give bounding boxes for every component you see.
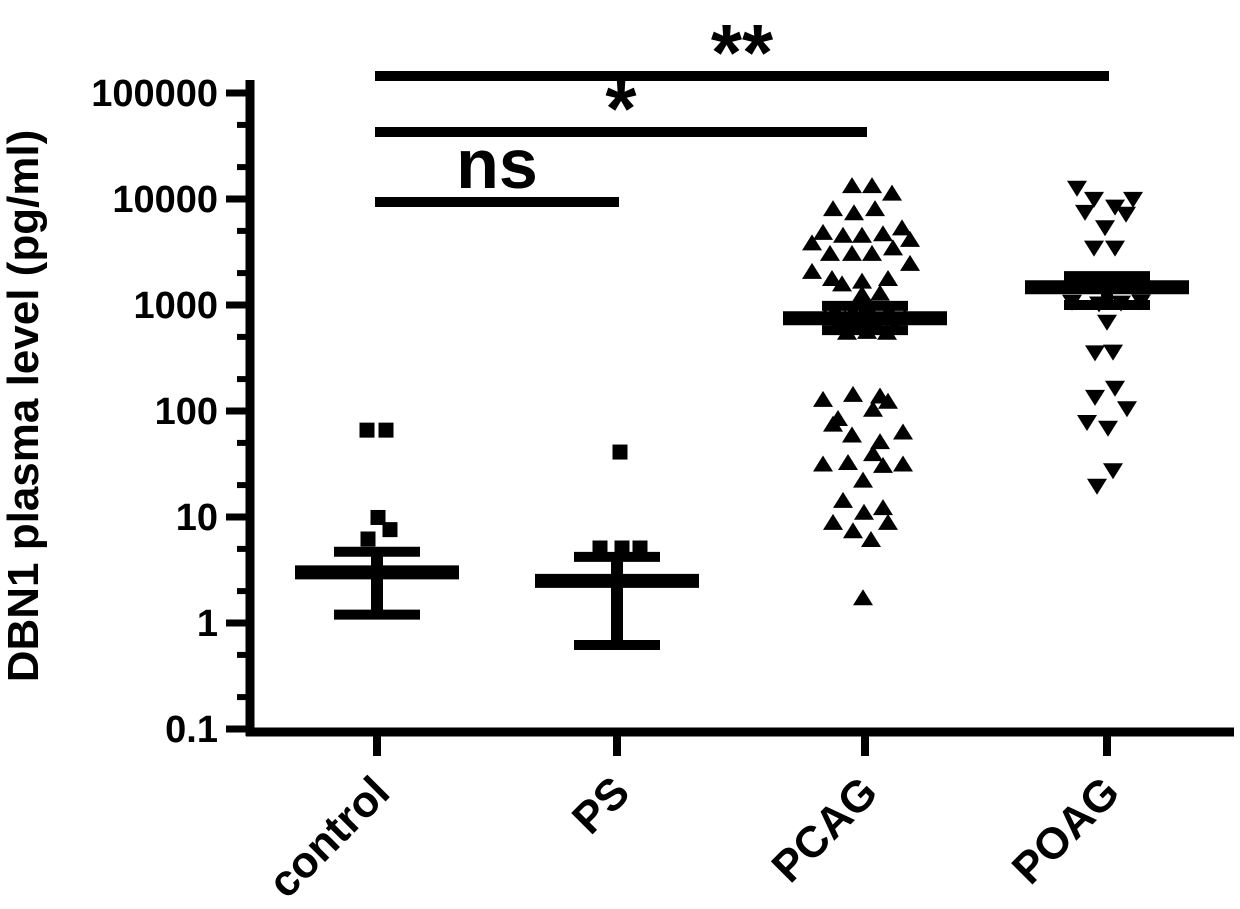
data-point-square	[378, 422, 394, 438]
data-point-triangle-up	[852, 285, 872, 302]
data-point-triangle-up	[852, 272, 872, 289]
data-point-square	[612, 444, 628, 460]
data-point-triangle-down	[1117, 401, 1137, 418]
data-point-triangle-down	[1116, 206, 1136, 223]
data-point-square	[359, 422, 375, 438]
data-point-triangle-down	[1123, 191, 1143, 208]
data-point-triangle-down	[1095, 220, 1115, 237]
data-point-triangle-up	[833, 226, 853, 243]
data-point-triangle-up	[878, 513, 898, 530]
y-tick-label: 100000	[91, 73, 218, 115]
data-point-triangle-up	[842, 426, 862, 443]
y-tick-label: 0.1	[165, 709, 218, 751]
y-tick-label: 10	[176, 497, 218, 539]
y-tick-label: 1	[197, 603, 218, 645]
data-point-triangle-down	[1085, 389, 1105, 406]
data-point-triangle-down	[1105, 199, 1125, 216]
data-point-triangle-down	[1098, 420, 1118, 437]
data-point-triangle-down	[1105, 380, 1125, 397]
data-point-triangle-up	[843, 385, 863, 402]
data-point-triangle-up	[838, 454, 858, 471]
data-point-square	[614, 540, 630, 556]
x-group-label: control	[259, 767, 399, 907]
data-point-triangle-down	[1075, 204, 1095, 221]
data-point-triangle-up	[823, 513, 843, 530]
data-point-triangle-up	[883, 239, 903, 256]
data-point-square	[360, 531, 376, 547]
data-point-triangle-up	[878, 392, 898, 409]
data-point-triangle-up	[802, 234, 822, 251]
data-point-triangle-up	[823, 415, 843, 432]
data-point-triangle-up	[865, 200, 885, 217]
data-point-triangle-up	[873, 456, 893, 473]
data-point-square	[370, 509, 386, 525]
data-point-triangle-down	[1084, 240, 1104, 257]
data-point-triangle-up	[832, 275, 852, 292]
data-point-triangle-up	[843, 522, 863, 539]
data-point-triangle-up	[873, 225, 893, 242]
x-group-label: PS	[563, 767, 639, 843]
y-tick-label: 10000	[112, 179, 218, 221]
data-point-triangle-up	[813, 455, 833, 472]
significance-label: ns	[456, 125, 538, 203]
data-point-triangle-up	[900, 254, 920, 271]
data-point-triangle-up	[870, 433, 890, 450]
data-point-square	[592, 540, 608, 556]
data-point-triangle-up	[844, 204, 864, 221]
x-group-label: POAG	[1003, 767, 1129, 893]
y-tick-label: 1000	[133, 285, 218, 327]
data-point-triangle-up	[854, 503, 874, 520]
data-point-triangle-up	[853, 471, 873, 488]
x-group-label: PCAG	[763, 767, 888, 892]
data-point-triangle-down	[1084, 191, 1104, 208]
data-point-triangle-up	[892, 219, 912, 236]
data-point-triangle-up	[873, 499, 893, 516]
data-point-triangle-up	[861, 531, 881, 548]
significance-label: **	[711, 8, 774, 97]
data-point-triangle-up	[852, 226, 872, 243]
data-point-square	[382, 522, 398, 538]
data-point-triangle-up	[862, 244, 882, 261]
data-point-triangle-up	[900, 230, 920, 247]
y-tick-label: 100	[155, 391, 218, 433]
data-point-triangle-down	[1105, 240, 1125, 257]
data-point-square	[632, 540, 648, 556]
data-point-triangle-down	[1103, 344, 1123, 361]
data-point-triangle-up	[813, 390, 833, 407]
data-point-triangle-up	[870, 284, 890, 301]
data-point-triangle-down	[1103, 463, 1123, 480]
data-point-triangle-up	[853, 589, 873, 606]
data-point-triangle-up	[842, 177, 862, 194]
y-axis-label: DBN1 plasma level (pg/ml)	[0, 130, 48, 683]
data-point-triangle-up	[833, 491, 853, 508]
data-point-triangle-down	[1085, 345, 1105, 362]
data-point-triangle-down	[1067, 180, 1087, 197]
data-point-triangle-down	[1097, 314, 1117, 331]
data-point-triangle-up	[893, 455, 913, 472]
data-point-triangle-up	[863, 445, 883, 462]
data-point-triangle-up	[822, 269, 842, 286]
data-point-triangle-down	[1087, 478, 1107, 495]
data-point-triangle-down	[1077, 415, 1097, 432]
data-point-triangle-up	[862, 177, 882, 194]
data-point-triangle-up	[823, 200, 843, 217]
data-point-triangle-up	[893, 423, 913, 440]
data-point-triangle-up	[878, 269, 898, 286]
data-point-triangle-up	[813, 223, 833, 240]
data-point-triangle-up	[882, 184, 902, 201]
data-point-triangle-up	[820, 244, 840, 261]
data-point-triangle-up	[842, 244, 862, 261]
data-point-triangle-up	[802, 262, 822, 279]
data-point-triangle-up	[863, 400, 883, 417]
